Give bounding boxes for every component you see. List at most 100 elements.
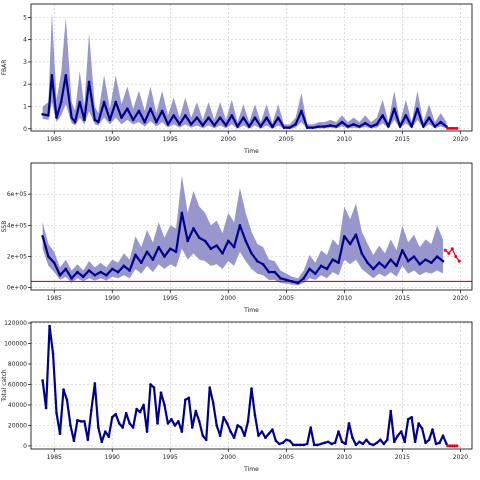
data-point [151,258,155,261]
data-point [107,435,111,439]
data-point [305,126,309,129]
x-tick-label: 2020 [453,136,468,143]
data-point [418,262,422,266]
data-point [47,114,50,117]
data-point [381,114,384,117]
data-point [413,440,417,444]
data-point [273,270,277,274]
data-point [145,430,149,433]
x-tick-label: 2010 [337,295,352,302]
data-point [382,442,386,446]
data-point [250,387,253,390]
data-point [226,239,230,243]
x-tick-label: 1985 [47,295,62,302]
data-point [225,422,229,425]
y-tick-label: 40000 [8,402,27,409]
data-point [427,116,431,119]
data-point [278,442,281,446]
data-point [236,125,239,128]
x-tick-label: 1985 [47,454,62,461]
data-point [102,100,106,104]
x-tick-label: 2000 [221,136,236,143]
data-point [314,272,317,275]
data-point [417,422,420,425]
projection-point [448,444,452,448]
projection-point [448,126,452,130]
data-point [197,236,201,240]
projection-point [457,259,461,263]
data-point [51,352,55,356]
data-point [177,420,180,423]
data-point [372,267,375,271]
projection-point [446,126,450,130]
data-point [201,434,205,437]
data-point [70,116,73,119]
data-point [404,114,408,117]
data-point [329,124,332,127]
data-point [288,126,292,129]
data-point [178,123,181,126]
x-tick-label: 2020 [453,295,468,302]
data-point [343,234,346,238]
data-point [242,116,245,119]
data-point [340,440,344,444]
chart-panel-3: 1985 1990 1995 2000 2005 2010 2015 2020 0 20000 40… [1,320,473,473]
data-point [47,255,50,258]
data-point [232,436,236,440]
x-tick-label: 1985 [47,136,62,143]
data-point [52,261,56,265]
data-point [218,116,222,119]
plot-frame [30,321,473,450]
data-point [316,443,319,447]
data-point [87,269,91,272]
data-point [134,253,137,257]
projection-point [450,444,454,448]
data-point [83,118,86,122]
y-tick-label: 0 [23,126,27,133]
data-point [392,107,396,111]
data-point [375,123,379,126]
data-point [271,125,274,129]
data-point [189,123,193,126]
y-tick-label: 6e+05 [7,191,27,198]
data-point [58,273,62,277]
data-point [366,261,369,265]
x-tick-label: 2015 [395,136,410,143]
data-point [385,438,389,442]
data-point [230,114,234,117]
data-point [215,244,218,247]
data-point [195,116,199,119]
data-point [149,107,152,111]
data-point [351,436,354,440]
data-point [302,277,306,280]
data-point [120,116,123,119]
data-point [308,267,311,271]
data-point [81,275,85,279]
data-point [44,406,48,410]
chart-panel-1: 1985 1990 1995 2000 2005 2010 2015 2020 0 1 2 3 4 5 Ti… [1,3,473,155]
data-point [117,422,121,425]
data-point [281,441,285,445]
data-point [406,259,410,263]
y-axis-label: SSB [1,221,8,233]
y-tick-label: 0e+00 [7,285,27,292]
x-tick-label: 2010 [337,136,352,143]
data-point [121,426,124,429]
x-axis-label: Time [243,466,259,473]
data-point [271,428,274,431]
data-point [368,442,372,446]
data-point [403,440,406,444]
data-point [155,120,158,124]
data-point [73,120,77,124]
data-point [170,417,173,421]
data-point [430,261,433,265]
data-point [97,120,100,124]
data-point [439,120,442,124]
y-tick-label: 2 [23,81,27,88]
x-axis-label: Time [243,307,259,314]
data-point [186,239,189,243]
data-point [282,126,286,129]
data-point [337,430,340,433]
x-tick-label: 1995 [163,136,178,143]
